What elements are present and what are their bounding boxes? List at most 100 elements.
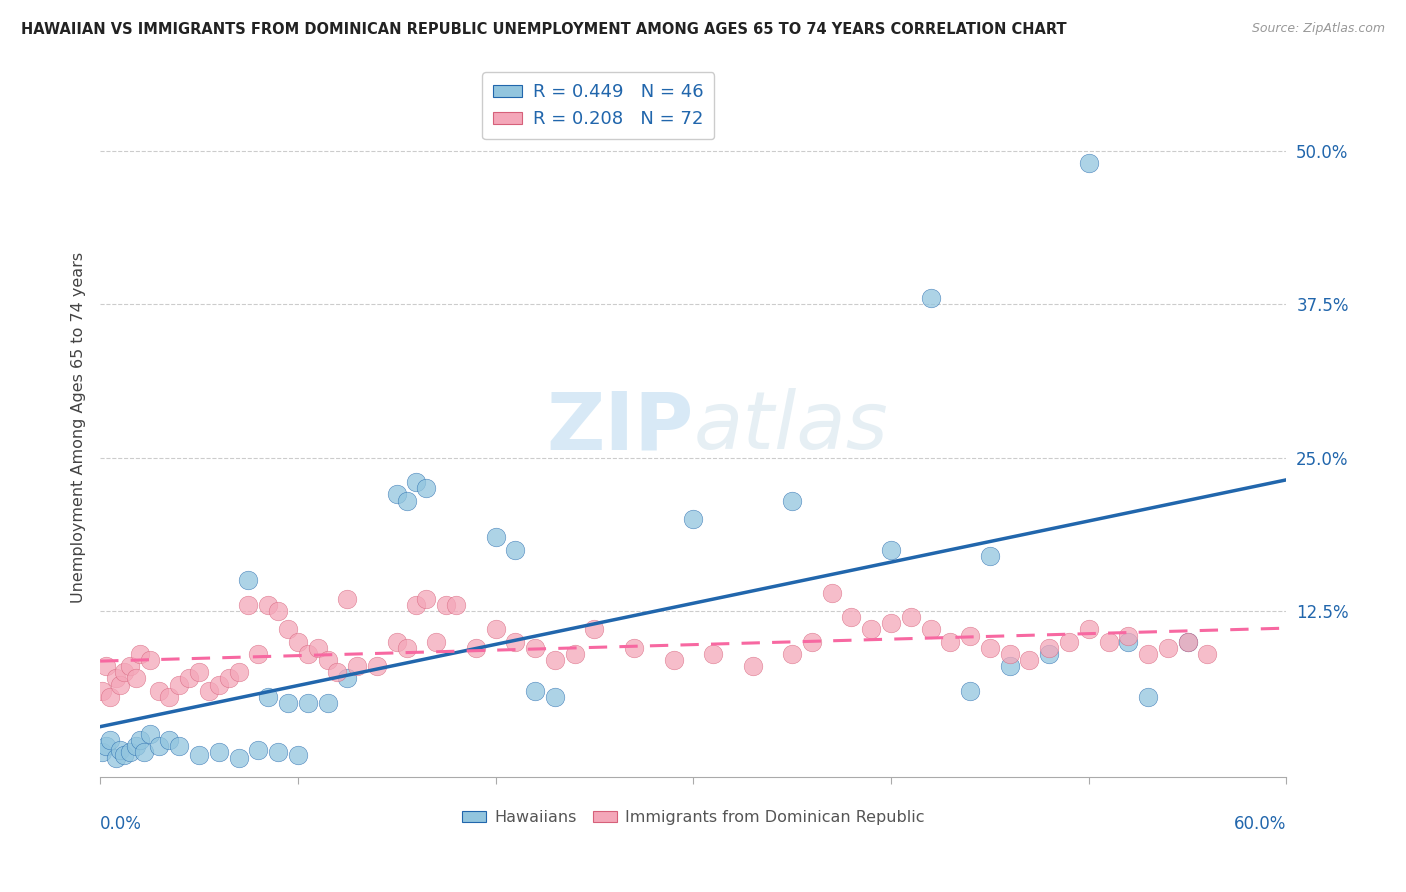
Point: [128, 732, 150, 747]
Point: [198, 683, 221, 698]
Text: 0.0%: 0.0%: [100, 815, 142, 833]
Point: [524, 683, 547, 698]
Point: [138, 653, 160, 667]
Point: [1177, 634, 1199, 648]
Point: [385, 634, 408, 648]
Point: [208, 678, 231, 692]
Point: [800, 634, 823, 648]
Point: [94, 739, 117, 753]
Point: [920, 291, 942, 305]
Point: [405, 475, 427, 490]
Point: [125, 739, 148, 753]
Point: [94, 659, 117, 673]
Point: [434, 598, 457, 612]
Point: [1137, 690, 1160, 704]
Text: ZIP: ZIP: [546, 388, 693, 466]
Point: [148, 739, 170, 753]
Point: [277, 623, 299, 637]
Point: [287, 634, 309, 648]
Point: [218, 672, 240, 686]
Point: [385, 487, 408, 501]
Point: [544, 653, 567, 667]
Point: [118, 745, 141, 759]
Point: [98, 732, 121, 747]
Point: [307, 640, 329, 655]
Point: [415, 591, 437, 606]
Point: [741, 659, 763, 673]
Point: [112, 747, 135, 762]
Point: [336, 672, 359, 686]
Point: [959, 683, 981, 698]
Point: [128, 647, 150, 661]
Point: [1197, 647, 1219, 661]
Point: [346, 659, 368, 673]
Point: [821, 585, 844, 599]
Point: [132, 745, 155, 759]
Point: [108, 742, 131, 756]
Point: [544, 690, 567, 704]
Point: [505, 542, 527, 557]
Point: [524, 640, 547, 655]
Point: [297, 647, 319, 661]
Point: [920, 623, 942, 637]
Point: [415, 481, 437, 495]
Point: [1116, 634, 1139, 648]
Point: [1177, 634, 1199, 648]
Point: [326, 665, 349, 680]
Point: [91, 745, 114, 759]
Point: [188, 665, 211, 680]
Point: [91, 683, 114, 698]
Point: [104, 672, 127, 686]
Point: [167, 678, 190, 692]
Point: [959, 629, 981, 643]
Point: [464, 640, 486, 655]
Point: [780, 647, 803, 661]
Point: [247, 742, 270, 756]
Point: [238, 598, 260, 612]
Point: [238, 574, 260, 588]
Point: [297, 696, 319, 710]
Point: [998, 647, 1021, 661]
Point: [702, 647, 724, 661]
Point: [1097, 634, 1119, 648]
Point: [157, 690, 180, 704]
Point: [228, 751, 250, 765]
Point: [900, 610, 922, 624]
Text: atlas: atlas: [693, 388, 889, 466]
Point: [118, 659, 141, 673]
Text: Source: ZipAtlas.com: Source: ZipAtlas.com: [1251, 22, 1385, 36]
Point: [366, 659, 388, 673]
Point: [1038, 647, 1060, 661]
Point: [395, 640, 418, 655]
Point: [267, 604, 290, 618]
Point: [1057, 634, 1080, 648]
Point: [148, 683, 170, 698]
Point: [316, 696, 339, 710]
Point: [108, 678, 131, 692]
Point: [104, 751, 127, 765]
Point: [1137, 647, 1160, 661]
Point: [564, 647, 586, 661]
Point: [484, 623, 506, 637]
Point: [98, 690, 121, 704]
Point: [405, 598, 427, 612]
Point: [177, 672, 200, 686]
Point: [505, 634, 527, 648]
Point: [267, 745, 290, 759]
Point: [682, 512, 704, 526]
Point: [247, 647, 270, 661]
Point: [188, 747, 211, 762]
Point: [425, 634, 447, 648]
Text: HAWAIIAN VS IMMIGRANTS FROM DOMINICAN REPUBLIC UNEMPLOYMENT AMONG AGES 65 TO 74 : HAWAIIAN VS IMMIGRANTS FROM DOMINICAN RE…: [21, 22, 1067, 37]
Point: [623, 640, 645, 655]
Point: [1116, 629, 1139, 643]
Point: [1038, 640, 1060, 655]
Point: [979, 549, 1001, 563]
Point: [1077, 156, 1099, 170]
Point: [287, 747, 309, 762]
Point: [780, 493, 803, 508]
Point: [112, 665, 135, 680]
Point: [277, 696, 299, 710]
Point: [998, 659, 1021, 673]
Point: [939, 634, 962, 648]
